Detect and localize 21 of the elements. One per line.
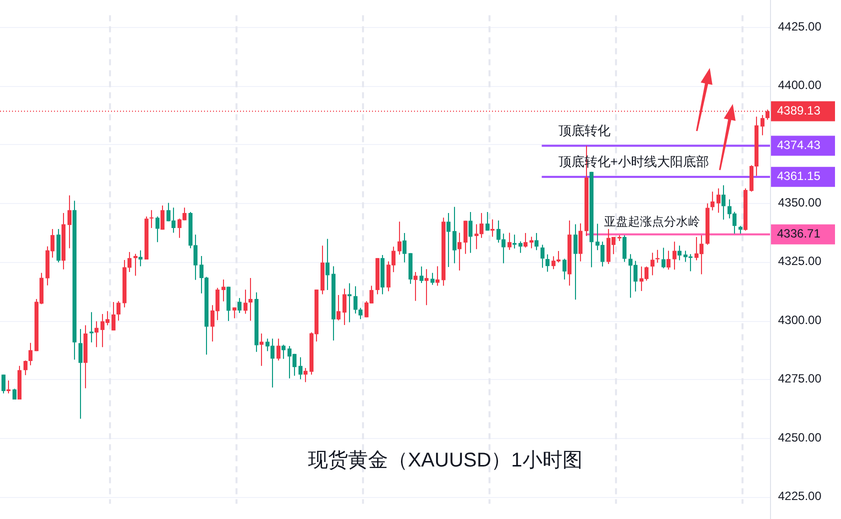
candlestick [90,312,94,342]
text: 4374.43 [777,138,821,152]
candlestick [424,269,428,306]
y-tick-label: 4275.00 [778,372,822,386]
candlestick [248,278,252,321]
y-tick-label: 4350.00 [778,195,822,210]
y-tick-label: 4425.00 [778,19,822,34]
y-tick-label: 4400.00 [778,78,822,92]
y-tick-label: 4250.00 [778,430,822,444]
text: 现货黄金（XAUUSD）1小时图 [308,449,582,472]
text: 4336.71 [777,226,821,241]
y-tick-label: 4300.00 [778,312,822,327]
text: 4361.15 [777,169,821,184]
ref-line-label: 亚盘起涨点分水岭 [604,214,700,229]
text: 4389.13 [777,104,821,118]
candlestick [134,254,138,276]
candlestick [150,210,154,228]
y-tick-label: 4325.00 [778,254,822,268]
ref-line-label: 顶底转化 [558,122,610,138]
y-tick-label: 4225.00 [778,489,822,504]
candlestick [512,234,516,248]
